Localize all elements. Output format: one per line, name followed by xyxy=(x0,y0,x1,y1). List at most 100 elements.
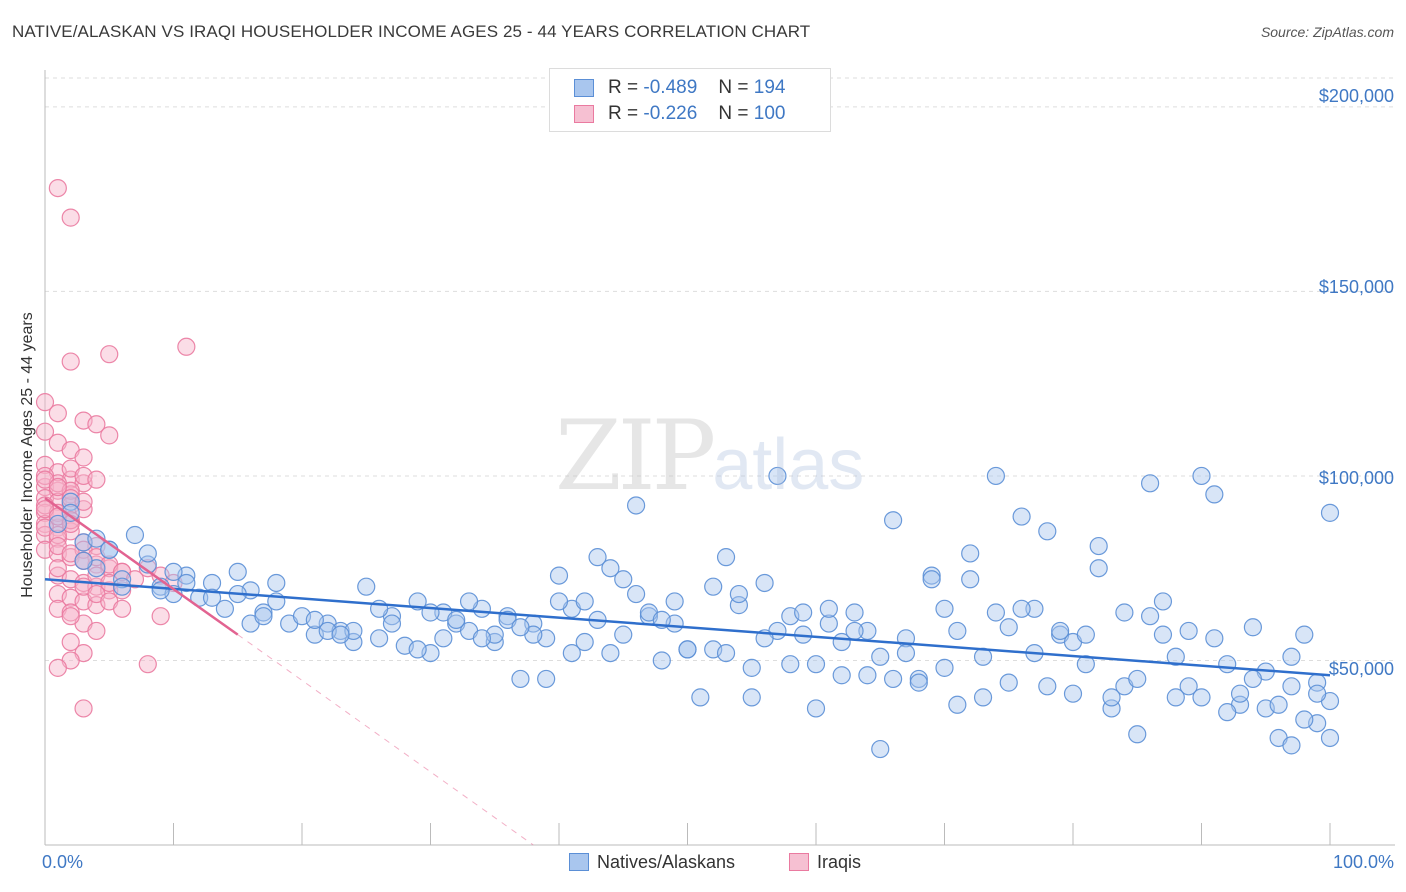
natives-point xyxy=(986,603,1006,622)
natives-point xyxy=(1295,625,1314,644)
natives-point xyxy=(794,603,813,622)
x-tick-label-max: 100.0% xyxy=(1332,852,1394,872)
natives-point xyxy=(549,566,569,585)
bottom-legend-label-iraqis: Iraqis xyxy=(817,852,862,872)
natives-point xyxy=(87,529,106,548)
iraqis-point xyxy=(138,655,157,674)
natives-point xyxy=(896,643,916,663)
natives-point xyxy=(447,610,466,629)
natives-point xyxy=(74,551,93,570)
iraqis-point xyxy=(151,607,170,626)
iraqis-point xyxy=(61,607,80,626)
legend-swatch-pink xyxy=(574,105,594,123)
natives-point xyxy=(652,651,671,670)
y-tick-label-150k: $150,000 xyxy=(1318,277,1394,297)
natives-point xyxy=(1166,688,1185,707)
natives-point xyxy=(1218,703,1237,722)
chart-title: NATIVE/ALASKAN VS IRAQI HOUSEHOLDER INCO… xyxy=(12,22,811,41)
natives-point xyxy=(1038,522,1057,541)
iraqis-point xyxy=(61,208,80,227)
natives-point xyxy=(999,673,1018,692)
natives-point xyxy=(601,643,620,663)
natives-point xyxy=(472,629,491,648)
natives-point xyxy=(177,573,196,593)
natives-point xyxy=(832,666,851,685)
natives-point xyxy=(986,466,1006,486)
natives-point xyxy=(1089,559,1108,578)
natives-point xyxy=(267,573,286,593)
natives-point xyxy=(755,573,774,593)
natives-point xyxy=(665,592,684,611)
natives-point xyxy=(1179,621,1198,641)
natives-point xyxy=(1192,466,1211,486)
natives-point xyxy=(948,621,967,641)
legend-r-label: R = xyxy=(608,103,639,124)
iraqis-trend-extension xyxy=(237,634,534,846)
natives-point xyxy=(537,669,556,689)
iraqis-point xyxy=(112,599,132,618)
natives-point xyxy=(408,640,427,659)
natives-point xyxy=(1166,647,1185,666)
iraqis-point xyxy=(61,632,80,652)
iraqis-point xyxy=(48,404,67,423)
natives-point xyxy=(729,584,749,604)
natives-point xyxy=(1320,728,1340,748)
natives-point xyxy=(138,544,157,563)
natives-point xyxy=(215,599,234,618)
natives-point xyxy=(1063,684,1083,703)
natives-point xyxy=(999,618,1018,637)
natives-point xyxy=(922,570,941,589)
bottom-legend-natives: Natives/Alaskans xyxy=(569,852,735,873)
natives-point xyxy=(1179,677,1198,696)
iraqis-point xyxy=(74,448,93,467)
y-tick-label-50k: $50,000 xyxy=(1328,659,1394,679)
natives-point xyxy=(125,525,145,545)
natives-point xyxy=(1230,684,1250,703)
natives-point xyxy=(819,614,838,633)
natives-point xyxy=(48,514,67,534)
iraqis-point xyxy=(74,699,93,718)
iraqis-point xyxy=(100,345,119,364)
natives-point xyxy=(511,618,530,637)
bottom-legend-iraqis: Iraqis xyxy=(789,852,861,873)
natives-point xyxy=(164,562,183,582)
iraqis-trend-line xyxy=(44,497,239,636)
watermark: ZIPatlas xyxy=(555,400,864,512)
natives-point xyxy=(1320,503,1340,522)
natives-point xyxy=(202,588,222,607)
natives-point xyxy=(858,666,877,685)
natives-point xyxy=(434,629,453,648)
chart-source: Source: ZipAtlas.com xyxy=(1260,24,1394,40)
natives-point xyxy=(961,544,980,563)
natives-point xyxy=(1012,507,1031,526)
bottom-legend-label-natives: Natives/Alaskans xyxy=(597,852,736,872)
natives-point xyxy=(806,655,826,674)
iraqis-points xyxy=(35,178,196,718)
natives-point xyxy=(511,669,530,689)
natives-point xyxy=(575,592,594,611)
natives-point xyxy=(562,643,581,663)
natives-point xyxy=(691,688,710,707)
natives-point xyxy=(1025,599,1044,618)
natives-point xyxy=(716,548,736,567)
iraqis-point xyxy=(87,415,106,434)
legend-swatch-blue xyxy=(574,79,594,97)
natives-point xyxy=(1115,603,1134,622)
axes xyxy=(44,70,1395,846)
natives-point xyxy=(961,570,980,589)
natives-point xyxy=(871,739,890,759)
iraqis-point xyxy=(35,393,55,412)
natives-point xyxy=(370,629,389,648)
legend-n-value: 194 xyxy=(753,77,786,98)
natives-point xyxy=(704,577,723,596)
natives-point xyxy=(1051,621,1070,641)
natives-point xyxy=(228,562,247,582)
bottom-legend-swatch-blue xyxy=(569,853,589,871)
natives-alaskans-points xyxy=(48,466,1340,759)
natives-point xyxy=(254,607,273,626)
natives-point xyxy=(601,559,620,578)
natives-point xyxy=(1038,677,1057,696)
iraqis-point xyxy=(48,178,67,198)
natives-point xyxy=(742,688,761,707)
natives-point xyxy=(845,603,864,622)
